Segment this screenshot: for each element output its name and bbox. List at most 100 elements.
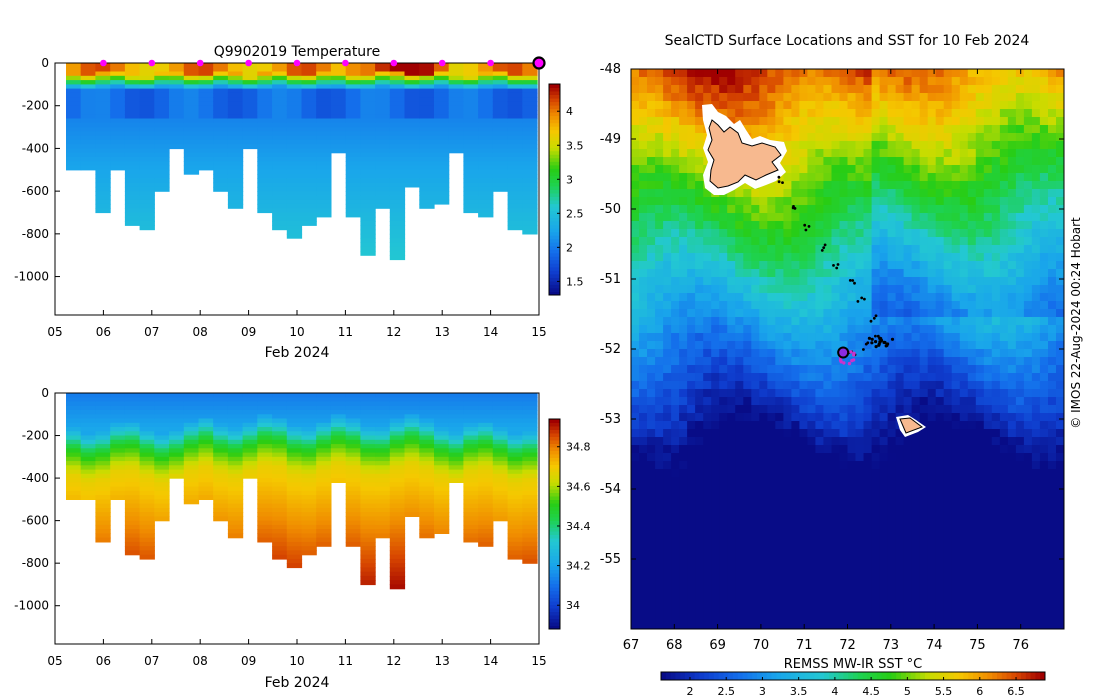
x-tick-label: 06: [96, 654, 111, 668]
salinity-colorbar: 34.8 34.6 34.4 34.2 34: [548, 418, 591, 630]
temperature-y-axis: 0 -200 -400 -600 -800 -1000: [14, 56, 60, 284]
lat-tick-label: -52: [600, 342, 621, 357]
salinity-panel: 0 -200 -400 -600 -800 -1000 05 06 07 08 09 10 11 12 1…: [14, 386, 590, 691]
profile-column: [419, 63, 435, 209]
colorbar-tick-label: 6: [976, 685, 983, 698]
profile-column: [478, 393, 494, 547]
profile-column: [227, 63, 244, 209]
profile-column: [242, 63, 258, 150]
y-tick-label: -200: [22, 99, 49, 113]
profile-column: [80, 393, 96, 500]
temperature-panel: Q9902019 Temperature 0 -200 -400 -600 -800 -1…: [14, 44, 583, 361]
x-tick-label: 13: [435, 654, 450, 668]
profile-column: [95, 63, 111, 214]
x-tick-label: 15: [531, 654, 546, 668]
track-point: [803, 223, 807, 227]
track-point: [874, 314, 878, 318]
lon-tick-label: 71: [796, 638, 813, 653]
track-point: [832, 264, 835, 267]
profile-column: [389, 63, 406, 261]
lon-tick-label: 68: [666, 638, 683, 653]
profile-column: [375, 63, 391, 209]
track-point: [870, 337, 874, 341]
colorbar-tick-label: 2: [686, 685, 693, 698]
profile-column: [404, 393, 420, 517]
x-tick-label: 12: [386, 654, 401, 668]
profile-column: [198, 63, 214, 171]
day-marker: [487, 59, 494, 67]
profile-column: [227, 393, 244, 539]
profile-column: [124, 393, 141, 556]
recent-track-point: [851, 358, 856, 362]
map-title: SealCTD Surface Locations and SST for 10…: [665, 33, 1030, 49]
lat-tick-label: -54: [600, 482, 621, 497]
y-tick-label: 0: [41, 386, 49, 400]
recent-track-point: [847, 361, 852, 366]
profile-column: [419, 393, 435, 539]
day-marker: [100, 59, 107, 67]
profile-column: [66, 393, 82, 500]
day-marker: [245, 59, 252, 67]
track-point: [876, 334, 880, 338]
x-tick-label: 14: [483, 325, 498, 339]
track-point: [820, 249, 824, 252]
track-point: [862, 348, 865, 351]
colorbar-tick-label: 4: [566, 105, 573, 118]
track-point: [836, 263, 840, 266]
track-point: [781, 181, 784, 185]
recent-track-point: [849, 350, 853, 354]
x-tick-label: 11: [338, 654, 353, 668]
track-point: [777, 175, 781, 179]
profile-column: [330, 393, 347, 483]
x-tick-label: 09: [241, 654, 256, 668]
colorbar-tick-label: 5.5: [935, 685, 953, 698]
track-point: [869, 319, 873, 323]
x-tick-label: 13: [435, 325, 450, 339]
y-tick-label: -600: [22, 514, 49, 528]
track-point: [872, 316, 876, 320]
colorbar-tick-label: 6.5: [1007, 685, 1025, 698]
credit-text: © IMOS 22-Aug-2024 00:24 Hobart: [1069, 217, 1083, 429]
x-tick-label: 10: [289, 325, 304, 339]
temperature-cells: [66, 63, 538, 261]
profile-column: [463, 393, 479, 543]
profile-column: [434, 63, 450, 205]
lon-tick-label: 70: [753, 638, 770, 653]
lon-tick-label: 73: [883, 638, 900, 653]
x-tick-label: 14: [483, 654, 498, 668]
profile-column: [213, 393, 229, 522]
lat-tick-label: -53: [600, 412, 621, 427]
lon-tick-label: 76: [1012, 638, 1029, 653]
x-tick-label: 15: [531, 325, 546, 339]
profile-column: [139, 393, 155, 560]
seal-current-position: [837, 346, 850, 359]
profile-column: [360, 393, 376, 586]
day-marker: [148, 59, 156, 67]
colorbar-tick-label: 4.5: [862, 685, 880, 698]
profile-column: [154, 63, 170, 192]
colorbar-tick-label: 4: [831, 685, 838, 698]
track-point: [777, 180, 781, 184]
recent-track-point: [852, 353, 856, 357]
profile-column: [257, 63, 273, 214]
profile-column: [286, 393, 303, 569]
salinity-y-axis: 0 -200 -400 -600 -800 -1000: [14, 386, 60, 613]
y-tick-label: -400: [22, 141, 49, 155]
track-point: [874, 345, 878, 349]
track-point: [835, 266, 839, 270]
track-point: [866, 341, 870, 345]
colorbar-tick-label: 3.5: [566, 139, 584, 152]
profile-column: [110, 63, 126, 171]
profile-column: [66, 63, 82, 171]
y-tick-label: -800: [22, 556, 49, 570]
colorbar-tick-label: 34.6: [566, 480, 591, 493]
sst-map-panel: SealCTD Surface Locations and SST for 10…: [600, 33, 1083, 698]
profile-column: [95, 393, 111, 543]
profile-column: [492, 393, 509, 522]
profile-column: [389, 393, 406, 590]
colorbar-tick-label: 34.4: [566, 520, 591, 533]
track-point: [885, 343, 889, 347]
x-tick-label: 10: [289, 654, 304, 668]
salinity-xlabel: Feb 2024: [265, 675, 330, 691]
